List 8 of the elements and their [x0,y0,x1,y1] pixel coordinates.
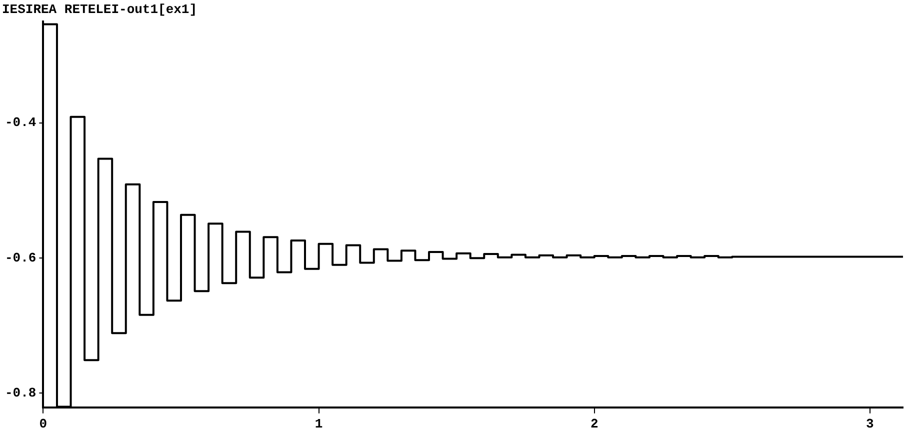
x-tick-label: 2 [590,416,598,432]
x-tick-label: 1 [314,416,323,432]
chart-title: IESIREA RETELEI-out1[ex1] [2,2,198,18]
y-tick-label: -0.8 [4,385,36,400]
y-tick-label: -0.4 [4,115,36,130]
y-tick-label: -0.6 [4,250,36,266]
x-tick-label: 0 [39,416,48,432]
x-tick-label: 3 [866,416,874,432]
